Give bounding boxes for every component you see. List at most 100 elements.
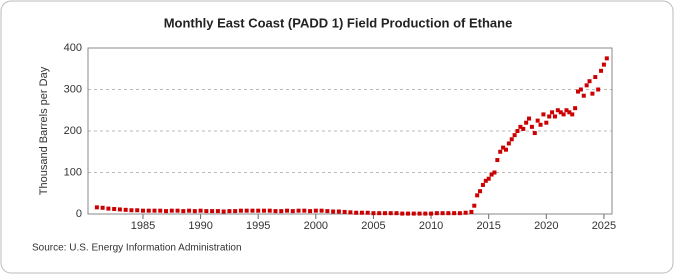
point	[112, 207, 117, 212]
point	[489, 172, 494, 177]
x-tick-label: 2015	[476, 220, 500, 232]
point	[204, 209, 209, 214]
point	[429, 211, 434, 216]
point	[423, 211, 428, 216]
point	[604, 56, 609, 61]
point	[417, 211, 422, 216]
point	[506, 141, 511, 146]
point	[535, 118, 540, 123]
point	[256, 208, 261, 213]
point	[469, 209, 474, 214]
x-tick-label: 2005	[361, 220, 385, 232]
point	[472, 203, 477, 208]
point	[599, 68, 604, 73]
point	[567, 110, 572, 115]
point	[552, 114, 557, 119]
x-tick-label: 2010	[419, 220, 443, 232]
point	[573, 106, 578, 111]
point	[261, 208, 266, 213]
point	[296, 208, 301, 213]
point	[590, 91, 595, 96]
point	[576, 89, 581, 94]
point	[434, 211, 439, 216]
point	[233, 209, 238, 214]
x-tick-label: 2020	[534, 220, 558, 232]
y-tick-label: 100	[64, 166, 82, 178]
point	[411, 211, 416, 216]
point	[538, 122, 543, 127]
point	[388, 211, 393, 216]
point	[452, 211, 457, 216]
point	[377, 211, 382, 216]
point	[210, 209, 215, 214]
point	[331, 209, 336, 214]
point	[544, 120, 549, 125]
point	[475, 193, 480, 198]
point	[400, 211, 405, 216]
point	[561, 112, 566, 117]
point	[596, 87, 601, 92]
point	[512, 133, 517, 138]
point	[570, 112, 575, 117]
point	[175, 208, 180, 213]
point	[558, 110, 563, 115]
point	[273, 209, 278, 214]
point	[187, 208, 192, 213]
point	[123, 207, 128, 212]
point	[584, 83, 589, 88]
point	[285, 208, 290, 213]
point	[227, 209, 232, 214]
point	[129, 208, 134, 213]
point	[181, 209, 186, 214]
point	[578, 87, 583, 92]
point	[532, 131, 537, 136]
point	[365, 210, 370, 215]
point	[302, 208, 307, 213]
x-tick-label: 1995	[246, 220, 270, 232]
y-axis-label: Thousand Barrels per Day	[38, 66, 50, 195]
point	[480, 182, 485, 187]
point	[518, 124, 523, 129]
x-tick-label: 2000	[304, 220, 328, 232]
point	[198, 208, 203, 213]
point	[509, 137, 514, 142]
point	[457, 211, 462, 216]
point	[290, 209, 295, 214]
point	[501, 145, 506, 150]
point	[348, 210, 353, 215]
point	[342, 209, 347, 214]
point	[601, 62, 606, 67]
point	[524, 120, 529, 125]
point	[498, 149, 503, 154]
point	[495, 158, 500, 163]
point	[446, 211, 451, 216]
point	[308, 209, 313, 214]
point	[140, 208, 145, 213]
point	[94, 205, 99, 210]
point	[215, 209, 220, 214]
x-tick-label: 1985	[131, 220, 155, 232]
point	[106, 206, 111, 211]
point	[503, 147, 508, 152]
y-tick-label: 300	[64, 83, 82, 95]
point	[158, 208, 163, 213]
point	[406, 211, 411, 216]
source: Source: U.S. Energy Information Administ…	[32, 243, 242, 254]
point	[529, 124, 534, 129]
point	[238, 208, 243, 213]
point	[486, 176, 491, 181]
x-tick-label: 1990	[188, 220, 212, 232]
point	[146, 208, 151, 213]
point	[267, 208, 272, 213]
point	[117, 207, 122, 212]
point	[587, 79, 592, 84]
point	[371, 211, 376, 216]
point	[169, 208, 174, 213]
point	[515, 129, 520, 133]
point	[547, 114, 552, 119]
point	[541, 112, 546, 117]
point	[527, 116, 532, 121]
point	[440, 211, 445, 216]
point	[336, 209, 341, 214]
